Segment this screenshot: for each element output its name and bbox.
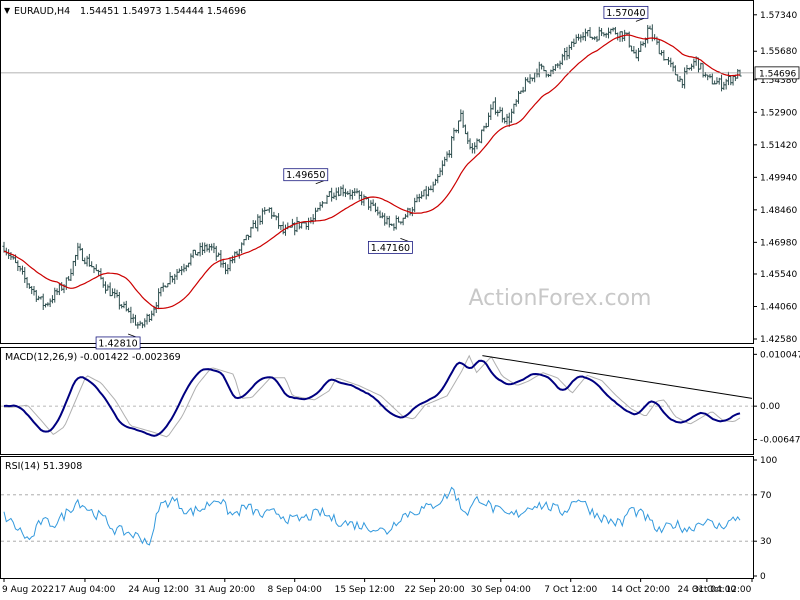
rsi-lines (1, 486, 753, 546)
price-tick-label: 1.54380 (760, 76, 797, 86)
time-tick-label: 22 Sep 20:00 (405, 585, 465, 595)
price-candles (2, 24, 742, 329)
time-tick-label: 24 Oct 04:00 (678, 585, 737, 595)
price-tick-label: 1.55680 (760, 47, 797, 57)
macd-tick-label: -0.006476 (760, 436, 800, 446)
macd-y-axis: 0.010047 0.00 -0.006476 (753, 350, 800, 446)
annotation-label: 1.49650 (286, 170, 325, 181)
price-tick-label: 1.48460 (760, 206, 797, 216)
macd-line (3, 359, 741, 437)
price-annotations: 1.57040 1.49650 1.47160 1.42810 (95, 5, 649, 349)
macd-trendline (482, 355, 753, 399)
price-y-axis: 1.57340 1.55680 1.54380 1.52900 1.51420 1.499… (753, 11, 800, 345)
price-annotation: 1.42810 (95, 333, 141, 349)
time-tick-label: 31 Oct 12:00 (693, 585, 752, 595)
price-tick-label: 1.57340 (760, 11, 797, 21)
rsi-tick-label: 100 (760, 456, 777, 466)
price-annotation: 1.47160 (367, 238, 413, 254)
time-tick-label: 31 Aug 20:00 (194, 585, 255, 595)
macd-tick-label: 0.010047 (760, 350, 800, 360)
price-tick-label: 1.52900 (760, 108, 797, 118)
time-tick-label: 15 Sep 12:00 (335, 585, 395, 595)
price-tick-label: 1.45540 (760, 270, 797, 280)
time-tick-label: 7 Oct 12:00 (544, 585, 597, 595)
watermark: ActionForex.com (469, 286, 652, 311)
rsi-y-axis: 100 70 30 0 (753, 456, 777, 582)
time-tick-label: 9 Aug 2022 (2, 585, 54, 595)
time-tick-label: 24 Aug 12:00 (128, 585, 189, 595)
macd-title: MACD(12,26,9) -0.001422 -0.002369 (5, 352, 181, 363)
rsi-panel-frame (0, 456, 754, 579)
price-annotation: 1.49650 (283, 168, 329, 185)
current-price-label: 1.54696 (759, 69, 796, 79)
rsi-tick-label: 0 (760, 572, 766, 582)
price-tick-label: 1.44060 (760, 302, 797, 312)
rsi-tick-label: 70 (760, 491, 772, 501)
macd-lines (1, 354, 753, 438)
annotation-label: 1.57040 (606, 8, 645, 19)
price-tick-label: 1.49940 (760, 173, 797, 183)
macd-tick-label: 0.00 (760, 402, 780, 412)
price-tick-label: 1.46980 (760, 238, 797, 248)
rsi-line (3, 486, 741, 546)
price-tick-label: 1.42580 (760, 335, 797, 345)
annotation-label: 1.47160 (371, 243, 410, 254)
rsi-title: RSI(14) 51.3908 (5, 461, 82, 472)
price-ohlc: 1.54451 1.54973 1.54444 1.54696 (80, 6, 246, 17)
price-title: EURAUD,H4 (14, 6, 70, 17)
price-title-triangle: ▼ (4, 6, 11, 15)
time-x-axis: 9 Aug 2022 17 Aug 04:00 24 Aug 12:00 31 Aug… (2, 578, 753, 595)
time-tick-label: 30 Sep 04:00 (471, 585, 531, 595)
macd-signal-line (4, 354, 741, 438)
time-tick-label: 8 Sep 04:00 (268, 585, 323, 595)
current-price-badge: 1.54696 (754, 66, 800, 79)
price-annotation: 1.57040 (603, 5, 649, 22)
time-tick-label: 14 Oct 20:00 (611, 585, 670, 595)
price-panel-frame (0, 0, 754, 344)
price-moving-average (1, 34, 753, 310)
annotation-label: 1.42810 (98, 338, 137, 349)
price-tick-label: 1.51420 (760, 141, 797, 151)
rsi-tick-label: 30 (760, 537, 772, 547)
moving-average-line (3, 34, 741, 310)
time-tick-label: 17 Aug 04:00 (55, 585, 116, 595)
